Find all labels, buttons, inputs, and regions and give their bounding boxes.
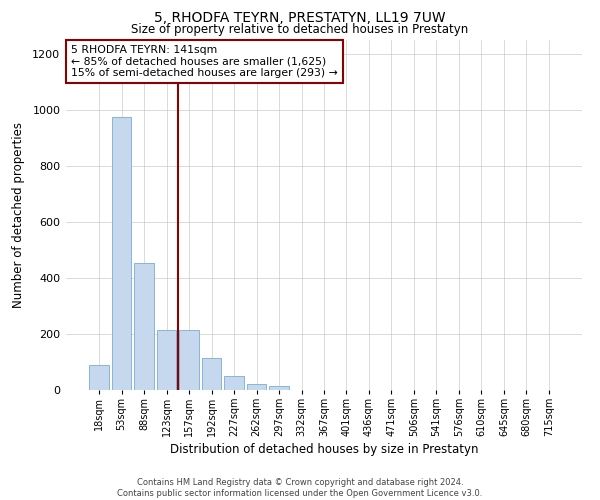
Text: 5 RHODFA TEYRN: 141sqm
← 85% of detached houses are smaller (1,625)
15% of semi-: 5 RHODFA TEYRN: 141sqm ← 85% of detached… <box>71 46 338 78</box>
Text: Size of property relative to detached houses in Prestatyn: Size of property relative to detached ho… <box>131 22 469 36</box>
Bar <box>89 366 109 390</box>
Text: 5, RHODFA TEYRN, PRESTATYN, LL19 7UW: 5, RHODFA TEYRN, PRESTATYN, LL19 7UW <box>154 11 446 25</box>
Bar <box>134 264 154 390</box>
Bar <box>179 330 199 390</box>
Bar <box>224 376 244 390</box>
Bar <box>202 358 221 390</box>
Bar <box>269 386 289 390</box>
Bar <box>157 330 176 390</box>
Bar <box>112 117 131 390</box>
Text: Contains HM Land Registry data © Crown copyright and database right 2024.
Contai: Contains HM Land Registry data © Crown c… <box>118 478 482 498</box>
X-axis label: Distribution of detached houses by size in Prestatyn: Distribution of detached houses by size … <box>170 444 478 456</box>
Y-axis label: Number of detached properties: Number of detached properties <box>13 122 25 308</box>
Bar <box>247 384 266 390</box>
